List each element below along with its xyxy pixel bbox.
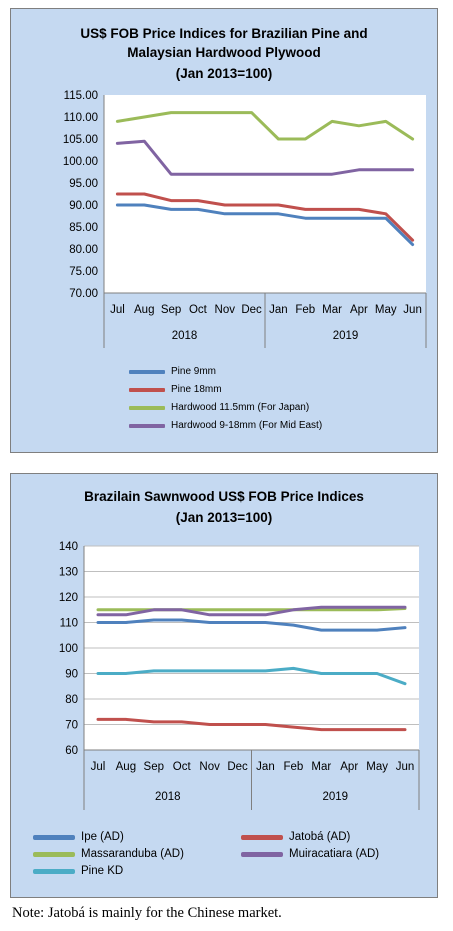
- legend-item-pine-18mm: Pine 18mm: [129, 384, 222, 395]
- legend-swatch-massaranduba: [33, 851, 75, 857]
- legend-label-pine-9mm: Pine 9mm: [171, 366, 217, 377]
- year-group-label: 2018: [155, 791, 181, 803]
- series-line-hardwood-9-18mm-for-mid-east: [115, 139, 415, 176]
- y-tick-label: 130: [59, 567, 78, 579]
- x-tick-label: Jul: [91, 761, 106, 773]
- legend-swatch-pine-18mm: [129, 387, 165, 392]
- series-line-pine-kd: [96, 666, 407, 686]
- legend-item-muiracatiara: Muiracatiara (AD): [241, 848, 379, 860]
- legend-label-hardwood-11-5mm: Hardwood 11.5mm (For Japan): [171, 402, 310, 413]
- chart-title-line-2: (Jan 2013=100): [175, 510, 273, 525]
- legend-swatch-hardwood-9-18mm: [129, 423, 165, 428]
- x-tick-label: Apr: [340, 761, 358, 773]
- x-tick-label: May: [366, 761, 388, 773]
- chart-title-line-3: (Jan 2013=100): [175, 66, 273, 81]
- legend-label-ipe: Ipe (AD): [81, 831, 124, 843]
- y-tick-label: 70.00: [69, 288, 98, 300]
- x-tick-label: Feb: [283, 761, 303, 773]
- legend-label-hardwood-9-18mm: Hardwood 9-18mm (For Mid East): [171, 420, 323, 431]
- chart-title-line-1: Brazilain Sawnwood US$ FOB Price Indices: [84, 489, 364, 504]
- series-line-jatob-ad: [96, 717, 407, 732]
- year-group-label: 2018: [172, 330, 198, 342]
- x-tick-label: Jul: [110, 304, 125, 316]
- y-tick-label: 110: [60, 618, 78, 630]
- series-line-muiracatiara-ad: [96, 605, 407, 617]
- legend-swatch-hardwood-11-5mm: [129, 405, 165, 410]
- legend-label-jatoba: Jatobá (AD): [289, 831, 351, 843]
- y-tick-label: 75.00: [69, 266, 98, 278]
- y-tick-label: 140: [59, 541, 78, 553]
- x-tick-label: Sep: [161, 304, 181, 316]
- y-tick-label: 85.00: [69, 222, 98, 234]
- legend-swatch-pine-kd: [33, 868, 75, 874]
- x-tick-label: Mar: [322, 304, 342, 316]
- legend-swatch-jatoba: [241, 834, 283, 840]
- y-tick-label: 100.00: [63, 156, 98, 168]
- x-tick-label: Jan: [256, 761, 275, 773]
- plywood-chart-plot: 115.00 110.00 105.00 100.00 95.00 90.00 85.00 8…: [63, 90, 427, 348]
- y-tick-label: 60: [65, 745, 78, 757]
- x-tick-label: Jun: [403, 304, 422, 316]
- y-tick-label: 115.00: [64, 90, 98, 102]
- x-tick-label: Apr: [350, 304, 368, 316]
- legend-swatch-pine-9mm: [129, 369, 165, 374]
- series-line-ipe-ad: [96, 618, 407, 632]
- y-tick-label: 95.00: [69, 178, 98, 190]
- series-line-pine-18mm: [115, 192, 415, 242]
- series-line-pine-9mm: [115, 203, 415, 247]
- y-tick-label: 80.00: [69, 244, 98, 256]
- x-tick-label: Oct: [189, 304, 208, 316]
- legend-label-pine-kd: Pine KD: [81, 865, 124, 877]
- x-tick-label: Nov: [199, 761, 220, 773]
- x-tick-label: Dec: [241, 304, 262, 316]
- x-tick-label: Mar: [311, 761, 331, 773]
- chart-title-line-1: US$ FOB Price Indices for Brazilian Pine…: [80, 26, 368, 41]
- y-tick-label: 90: [65, 669, 78, 681]
- legend-item-massaranduba: Massaranduba (AD): [33, 848, 184, 860]
- year-group-label: 2019: [322, 791, 348, 803]
- x-tick-label: Nov: [215, 304, 236, 316]
- legend-item-hardwood-9-18mm: Hardwood 9-18mm (For Mid East): [129, 420, 322, 431]
- legend-item-hardwood-11-5mm: Hardwood 11.5mm (For Japan): [129, 402, 309, 413]
- x-tick-label: Oct: [173, 761, 192, 773]
- x-tick-label: Jan: [269, 304, 288, 316]
- year-group-label: 2019: [333, 330, 359, 342]
- y-tick-label: 90.00: [69, 200, 98, 212]
- series-line-hardwood-11-5mm-for-japan: [115, 111, 415, 141]
- legend-label-massaranduba: Massaranduba (AD): [81, 848, 184, 860]
- y-tick-label: 110.00: [64, 112, 98, 124]
- footnote: Note: Jatobá is mainly for the Chinese m…: [12, 905, 282, 921]
- chart-title-line-2: Malaysian Hardwood Plywood: [127, 45, 321, 60]
- y-tick-label: 105.00: [63, 134, 98, 146]
- x-tick-label: Sep: [144, 761, 164, 773]
- x-tick-label: Jun: [396, 761, 415, 773]
- sawnwood-chart-plot: 140 130 120 110 100 90 80 70 60 Jul Aug Sep Oct Nov De…: [59, 541, 420, 810]
- y-tick-label: 100: [59, 643, 78, 655]
- legend-swatch-muiracatiara: [241, 851, 283, 857]
- y-tick-label: 120: [59, 592, 78, 604]
- legend-item-jatoba: Jatobá (AD): [241, 831, 350, 843]
- x-tick-label: Feb: [295, 304, 315, 316]
- legend-item-pine-9mm: Pine 9mm: [129, 366, 216, 377]
- x-tick-label: Aug: [116, 761, 136, 773]
- plot-area: [104, 95, 426, 293]
- legend-label-muiracatiara: Muiracatiara (AD): [289, 848, 380, 860]
- legend-label-pine-18mm: Pine 18mm: [171, 384, 222, 395]
- x-tick-label: Dec: [227, 761, 248, 773]
- legend-swatch-ipe: [33, 834, 75, 840]
- plywood-chart-panel: US$ FOB Price Indices for Brazilian Pine…: [10, 8, 438, 453]
- legend-item-pine-kd: Pine KD: [33, 865, 123, 877]
- x-tick-label: Aug: [134, 304, 154, 316]
- y-tick-label: 80: [65, 694, 78, 706]
- sawnwood-chart-panel: Brazilain Sawnwood US$ FOB Price Indices…: [10, 473, 438, 898]
- x-tick-label: May: [375, 304, 397, 316]
- legend-item-ipe: Ipe (AD): [33, 831, 124, 843]
- y-tick-label: 70: [65, 720, 78, 732]
